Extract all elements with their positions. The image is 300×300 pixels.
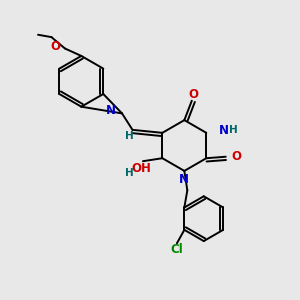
Text: H: H — [125, 168, 134, 178]
Text: N: N — [219, 124, 229, 137]
Text: N: N — [178, 173, 188, 186]
Text: O: O — [232, 150, 242, 163]
Text: O: O — [188, 88, 198, 101]
Text: Cl: Cl — [170, 243, 183, 256]
Text: N: N — [106, 104, 116, 117]
Text: OH: OH — [131, 162, 152, 175]
Text: O: O — [50, 40, 60, 52]
Text: H: H — [229, 125, 238, 135]
Text: H: H — [125, 131, 134, 141]
